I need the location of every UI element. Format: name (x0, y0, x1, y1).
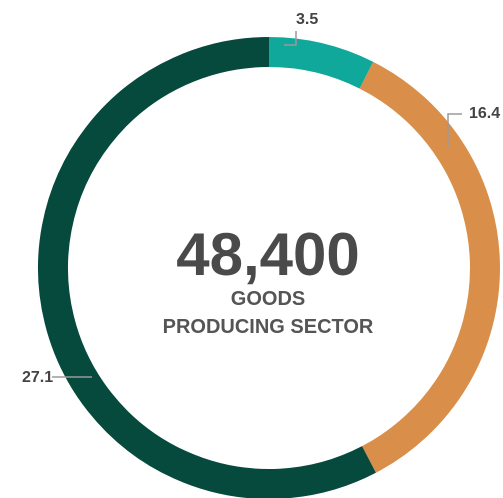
leader-line-0 (284, 31, 297, 46)
slice-labels: 3.5 16.4 27.1 (22, 11, 500, 386)
donut-slice-0 (268, 37, 374, 89)
center-label-line1: GOODS (230, 288, 306, 310)
donut-slice-2 (38, 37, 376, 498)
center-label-line2: PRODUCING SECTOR (162, 316, 374, 338)
leader-line-1 (447, 113, 462, 148)
slice-label-0: 3.5 (296, 11, 318, 28)
donut-slice-1 (359, 61, 500, 473)
center-value: 48,400 (176, 221, 360, 288)
donut-slices (38, 37, 500, 498)
slice-label-2: 27.1 (22, 369, 53, 386)
slice-label-1: 16.4 (469, 105, 500, 122)
